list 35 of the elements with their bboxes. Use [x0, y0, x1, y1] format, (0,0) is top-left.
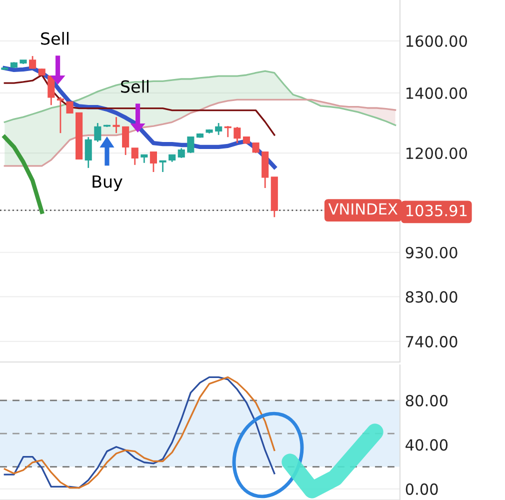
annotation: Sell [41, 32, 68, 45]
line-series [4, 74, 276, 136]
candlestick [224, 125, 232, 138]
y-tick-label: 930.00 [406, 246, 458, 258]
candlestick [112, 116, 120, 134]
candlestick [187, 136, 194, 154]
candlestick [56, 96, 64, 134]
candlestick [150, 151, 158, 173]
candlestick [215, 122, 222, 136]
y-tick-label: 40.00 [406, 439, 448, 451]
annotation: Sell [121, 80, 148, 93]
line-series [4, 70, 396, 126]
candlestick [84, 136, 92, 169]
candlestick [159, 160, 166, 173]
line-series [4, 98, 396, 167]
annotation: Buy [92, 175, 122, 192]
candlestick [48, 75, 55, 106]
y-tick-label: 1400.00 [406, 87, 467, 99]
y-tick-label: 830.00 [406, 291, 458, 303]
y-tick-label: 1035.91 [406, 204, 467, 216]
y-tick-label: 740.00 [406, 336, 458, 348]
y-tick-label: 0.00 [406, 483, 438, 495]
line-series [2, 135, 44, 214]
candlestick [252, 142, 260, 154]
y-tick-label: 80.00 [406, 394, 448, 406]
ref-line-label: VNINDEX [328, 203, 398, 215]
candlestick [178, 147, 185, 159]
candlestick [94, 122, 102, 143]
candlestick [122, 126, 130, 156]
candlestick [131, 147, 138, 166]
y-tick-label: 1600.00 [406, 35, 467, 47]
y-tick-label: 1200.00 [406, 147, 467, 160]
candlestick [234, 126, 241, 144]
line-series [4, 376, 276, 489]
candlestick [29, 55, 36, 70]
